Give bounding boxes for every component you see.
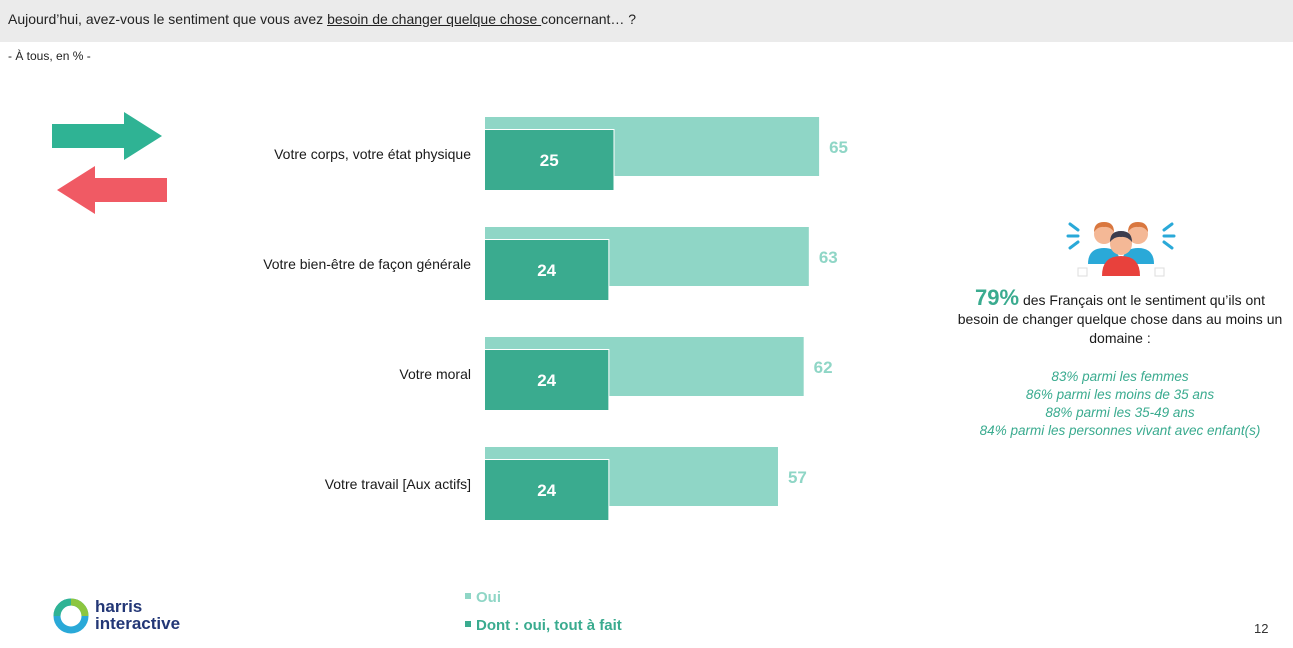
category-label: Votre moral: [399, 366, 471, 382]
bar-dont: [485, 130, 614, 190]
question-prefix: Aujourd’hui, avez-vous le sentiment que …: [8, 11, 328, 27]
category-label: Votre corps, votre état physique: [274, 146, 471, 162]
callout-text: des Français ont le sentiment qu’ils ont…: [957, 292, 1283, 346]
harris-logo-ring-icon: [53, 598, 89, 634]
people-group-icon: [1066, 222, 1176, 277]
callout-main: 79% des Français ont le sentiment qu’ils…: [955, 285, 1285, 348]
callout-detail: 84% parmi les personnes vivant avec enfa…: [979, 423, 1261, 438]
bar-dont: [485, 460, 609, 520]
question-suffix: concernant… ?: [541, 11, 637, 27]
category-label: Votre bien-être de façon générale: [263, 256, 471, 272]
bar-dont: [485, 240, 609, 300]
harris-interactive-logo: harris interactive: [52, 597, 212, 637]
value-label-oui: 57: [788, 468, 807, 487]
legend-label-dont: Dont : oui, tout à fait: [476, 617, 622, 634]
value-label-oui: 62: [814, 358, 833, 377]
value-label-dont: 25: [540, 151, 559, 170]
callout-percent: 79%: [975, 285, 1020, 310]
base-note: - À tous, en % -: [8, 49, 91, 63]
value-label-oui: 63: [819, 248, 838, 267]
callout-box: 79% des Français ont le sentiment qu’ils…: [955, 285, 1285, 440]
legend-swatch-dont: [465, 621, 471, 628]
legend-item-dont: Dont : oui, tout à fait: [465, 617, 622, 634]
value-label-dont: 24: [537, 371, 556, 390]
question-underlined: besoin de changer quelque chose: [327, 11, 542, 27]
legend-item-oui: Oui: [465, 589, 501, 606]
callout-details: 83% parmi les femmes 86% parmi les moins…: [955, 368, 1285, 440]
page-number: 12: [1254, 621, 1269, 636]
legend-label-oui: Oui: [476, 589, 501, 606]
value-label-oui: 65: [829, 138, 848, 157]
logo-wordmark: harris interactive: [95, 598, 180, 632]
callout-detail: 86% parmi les moins de 35 ans: [1025, 387, 1215, 402]
callout-detail: 88% parmi les 35-49 ans: [1045, 405, 1195, 420]
bar-dont: [485, 350, 609, 410]
logo-line-2: interactive: [95, 614, 181, 633]
callout-detail: 83% parmi les femmes: [1051, 369, 1189, 384]
category-label: Votre travail [Aux actifs]: [324, 476, 471, 492]
logo-line-1: harris: [95, 597, 143, 616]
legend-swatch-oui: [465, 593, 471, 600]
value-label-dont: 24: [537, 261, 556, 280]
question-bar: Aujourd’hui, avez-vous le sentiment que …: [0, 0, 1293, 42]
value-label-dont: 24: [537, 481, 556, 500]
arrows-exchange-icon: [52, 112, 167, 214]
